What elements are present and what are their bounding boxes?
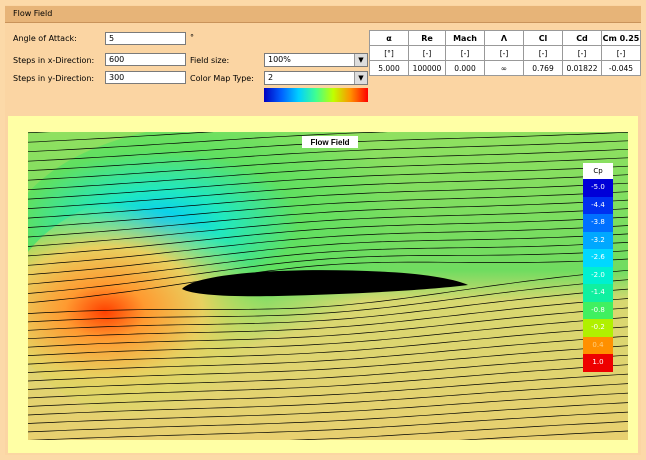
stepsx-label: Steps in x-Direction: xyxy=(13,56,95,65)
legend-cells: -5.0 -4.4 -3.8 -3.2 -2.6 -2.0 -1.4 -0.8 -0.2 0.4 1… xyxy=(583,179,613,372)
chevron-down-icon[interactable]: ▼ xyxy=(354,72,367,84)
results-value-cell: 0.769 xyxy=(523,60,563,76)
results-unit-cell: [-] xyxy=(445,45,485,61)
cp-legend: Cp -5.0 -4.4 -3.8 -3.2 -2.6 -2.0 -1.4 -0.8 -0.2 0… xyxy=(583,163,613,372)
streamline xyxy=(28,225,628,266)
results-value-cell: ∞ xyxy=(484,60,524,76)
streamline xyxy=(28,250,628,294)
stagnation-region xyxy=(28,187,368,427)
results-header-cell: Mach xyxy=(445,30,485,46)
results-value-row: 5.000 100000 0.000 ∞ 0.769 0.01822 -0.04… xyxy=(369,60,641,76)
streamline xyxy=(28,279,628,323)
streamline xyxy=(28,383,628,416)
flow-field-plot[interactable]: Flow Field xyxy=(28,132,628,440)
airfoil-shape xyxy=(182,270,468,297)
legend-entry: -2.0 xyxy=(583,266,613,284)
results-header-cell: Λ xyxy=(484,30,524,46)
streamline xyxy=(28,373,628,407)
angle-unit: ° xyxy=(190,33,194,42)
streamline xyxy=(28,233,628,276)
streamline xyxy=(458,430,628,440)
results-value-cell: 0.000 xyxy=(445,60,485,76)
results-value-cell: 100000 xyxy=(408,60,446,76)
streamline xyxy=(28,316,628,356)
legend-entry: -1.4 xyxy=(583,284,613,302)
streamline xyxy=(28,269,628,314)
window-title: Flow Field xyxy=(13,9,53,18)
streamline xyxy=(28,182,628,219)
results-table: α Re Mach Λ Cl Cd Cm 0.25 [°] [-] [-] [-… xyxy=(369,30,641,76)
legend-entry: -0.8 xyxy=(583,301,613,319)
streamline xyxy=(28,258,628,304)
results-value-cell: 0.01822 xyxy=(562,60,602,76)
streamline xyxy=(28,288,628,331)
legend-entry: 1.0 xyxy=(583,354,613,372)
streamline xyxy=(28,345,628,382)
legend-entry: -3.8 xyxy=(583,214,613,232)
results-value-cell: 5.000 xyxy=(369,60,409,76)
window-titlebar: Flow Field xyxy=(5,6,641,23)
streamline xyxy=(28,335,628,373)
streamline xyxy=(28,140,628,172)
colormap-label: Color Map Type: xyxy=(190,74,254,83)
streamline xyxy=(28,216,628,257)
streamline xyxy=(28,132,390,153)
streamline xyxy=(28,148,628,181)
streamline xyxy=(28,392,628,424)
results-header-cell: Re xyxy=(408,30,446,46)
results-header-cell: α xyxy=(369,30,409,46)
streamline xyxy=(28,354,628,390)
fieldsize-value: 100% xyxy=(268,55,291,64)
legend-header: Cp xyxy=(583,163,613,179)
streamline xyxy=(28,165,628,200)
results-header-cell: Cd xyxy=(562,30,602,46)
stepsx-input[interactable]: 600 xyxy=(105,53,186,66)
stepsy-input[interactable]: 300 xyxy=(105,71,186,84)
legend-entry: -0.2 xyxy=(583,319,613,337)
results-unit-cell: [-] xyxy=(523,45,563,61)
colormap-preview xyxy=(264,88,368,102)
angle-input[interactable]: 5 xyxy=(105,32,186,45)
stepsy-label: Steps in y-Direction: xyxy=(13,74,95,83)
legend-entry: -5.0 xyxy=(583,179,613,197)
plot-title-box xyxy=(302,136,358,148)
angle-label: Angle of Attack: xyxy=(13,34,77,43)
results-header-cell: Cl xyxy=(523,30,563,46)
fieldsize-label: Field size: xyxy=(190,56,230,65)
results-header-cell: Cm 0.25 xyxy=(601,30,641,46)
results-unit-cell: [-] xyxy=(484,45,524,61)
streamline xyxy=(28,307,628,348)
streamline xyxy=(28,364,628,399)
results-unit-cell: [°] xyxy=(369,45,409,61)
colormap-value: 2 xyxy=(268,73,274,82)
streamline xyxy=(28,191,628,228)
streamline xyxy=(28,242,628,285)
flow-field-canvas: Flow Field xyxy=(28,132,628,440)
streamline xyxy=(28,132,214,143)
streamline xyxy=(29,411,628,440)
streamline xyxy=(28,157,628,191)
plot-title: Flow Field xyxy=(310,138,349,147)
legend-entry: 0.4 xyxy=(583,336,613,354)
results-unit-row: [°] [-] [-] [-] [-] [-] [-] xyxy=(369,45,641,61)
fieldsize-select[interactable]: 100% ▼ xyxy=(264,53,368,67)
legend-entry: -2.6 xyxy=(583,249,613,267)
streamline xyxy=(28,174,628,209)
colormap-select[interactable]: 2 ▼ xyxy=(264,71,368,85)
chevron-down-icon[interactable]: ▼ xyxy=(354,54,367,66)
streamline xyxy=(28,208,628,247)
streamline xyxy=(28,298,628,340)
streamline xyxy=(28,199,628,238)
legend-entry: -4.4 xyxy=(583,196,613,214)
legend-entry: -3.2 xyxy=(583,231,613,249)
results-header-row: α Re Mach Λ Cl Cd Cm 0.25 xyxy=(369,30,641,46)
streamline xyxy=(28,402,628,433)
results-unit-cell: [-] xyxy=(562,45,602,61)
results-unit-cell: [-] xyxy=(601,45,641,61)
results-unit-cell: [-] xyxy=(408,45,446,61)
streamline xyxy=(28,326,628,365)
results-value-cell: -0.045 xyxy=(601,60,641,76)
streamline xyxy=(289,421,628,440)
